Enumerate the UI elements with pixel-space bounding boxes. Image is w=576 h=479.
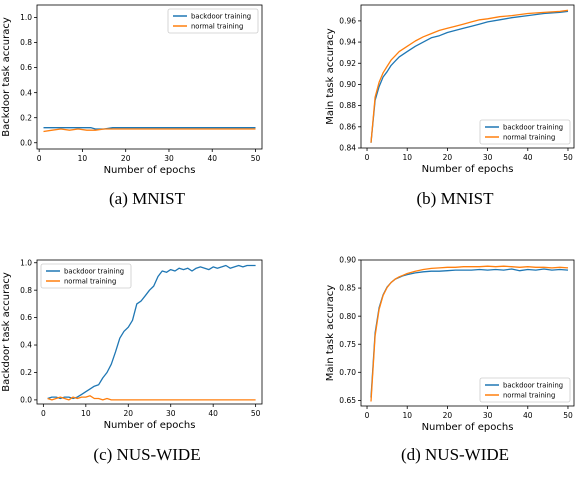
x-axis-label: Number of epochs <box>104 165 196 176</box>
legend-label: normal training <box>64 277 116 285</box>
y-tick-label: 0.4 <box>20 88 32 97</box>
x-tick-label: 20 <box>121 154 131 163</box>
legend-label: backdoor training <box>191 12 251 20</box>
x-tick-label: 10 <box>81 409 91 418</box>
y-axis-label: Backdoor task accuracy <box>1 17 12 137</box>
y-tick-label: 0.0 <box>20 138 32 147</box>
y-tick-label: 0.75 <box>339 340 356 349</box>
y-tick-label: 0.88 <box>339 101 356 110</box>
y-tick-label: 0.90 <box>339 80 356 89</box>
legend-box <box>479 119 571 145</box>
x-axis-label: Number of epochs <box>104 420 196 431</box>
legend-label: backdoor training <box>503 123 563 131</box>
x-tick-label: 10 <box>402 153 412 162</box>
x-axis-label: Number of epochs <box>422 164 514 175</box>
y-tick-label: 0.8 <box>20 286 32 295</box>
series-line-normal <box>47 395 256 401</box>
x-tick-label: 30 <box>164 154 174 163</box>
x-tick-label: 0 <box>37 154 42 163</box>
x-tick-label: 50 <box>563 411 573 420</box>
legend-label: normal training <box>503 133 555 141</box>
plot-frame <box>360 259 575 407</box>
legend: backdoor training normal training <box>479 377 571 403</box>
legend-label: normal training <box>503 391 555 399</box>
x-tick-label: 50 <box>563 153 573 162</box>
chart-panel-3: 0 10 20 30 40 50 0.0 0.2 0.4 0.6 0.8 1.0 Number of e… <box>1 258 263 431</box>
x-axis-label: Number of epochs <box>422 422 514 433</box>
subfigure-caption: (b) MNIST <box>417 189 495 208</box>
x-tick-label: 40 <box>523 411 533 420</box>
chart-panel-4: 0 10 20 30 40 50 0.65 0.70 0.75 0.80 0.85 0.90 Numbe… <box>325 256 575 433</box>
series-line-normal <box>370 265 569 402</box>
subfigure-caption: (a) MNIST <box>109 189 186 208</box>
subfigure-caption: (c) NUS-WIDE <box>93 445 200 464</box>
x-tick-label: 0 <box>365 411 370 420</box>
x-tick-label: 30 <box>483 153 493 162</box>
legend-box <box>479 377 571 403</box>
y-tick-label: 0.6 <box>20 313 32 322</box>
series-line-backdoor <box>370 10 569 143</box>
x-tick-label: 50 <box>251 409 261 418</box>
y-tick-label: 0.8 <box>20 38 32 47</box>
y-tick-label: 1.0 <box>20 258 32 267</box>
y-tick-label: 0.2 <box>20 113 32 122</box>
y-axis-label: Main task accuracy <box>325 28 336 124</box>
x-tick-label: 20 <box>443 153 453 162</box>
plot-frame <box>36 259 263 405</box>
x-tick-label: 40 <box>208 409 218 418</box>
x-tick-label: 20 <box>124 409 134 418</box>
x-tick-label: 20 <box>443 411 453 420</box>
x-tick-label: 30 <box>166 409 176 418</box>
y-tick-label: 0.70 <box>339 368 356 377</box>
y-tick-label: 0.90 <box>339 256 356 265</box>
y-tick-label: 0.85 <box>339 284 356 293</box>
y-axis-label: Main task accuracy <box>325 285 336 381</box>
x-tick-label: 10 <box>402 411 412 420</box>
chart-panel-1: 0 10 20 30 40 50 0.0 0.2 0.4 0.6 0.8 1.0 Number of e… <box>1 4 263 176</box>
x-tick-label: 0 <box>41 409 46 418</box>
legend-label: backdoor training <box>64 267 124 275</box>
legend: backdoor training normal training <box>167 8 259 34</box>
y-tick-label: 1.0 <box>20 13 32 22</box>
y-tick-label: 0.92 <box>339 59 356 68</box>
legend-label: backdoor training <box>503 381 563 389</box>
y-tick-label: 0.4 <box>20 341 32 350</box>
series-line-normal <box>370 9 569 143</box>
legend-box <box>167 8 259 34</box>
y-tick-label: 0.80 <box>339 312 356 321</box>
y-tick-label: 0.6 <box>20 63 32 72</box>
legend: backdoor training normal training <box>40 263 132 289</box>
x-tick-label: 0 <box>365 153 370 162</box>
plot-frame <box>36 4 263 150</box>
legend-label: normal training <box>191 22 243 30</box>
y-tick-label: 0.96 <box>339 16 356 25</box>
y-tick-label: 0.0 <box>20 395 32 404</box>
subfigure-caption: (d) NUS-WIDE <box>401 445 509 464</box>
plot-frame <box>360 4 575 149</box>
legend-box <box>40 263 132 289</box>
y-axis-label: Backdoor task accuracy <box>1 272 12 392</box>
legend: backdoor training normal training <box>479 119 571 145</box>
series-line-backdoor <box>47 264 256 400</box>
x-tick-label: 30 <box>483 411 493 420</box>
y-tick-label: 0.65 <box>339 396 356 405</box>
x-tick-label: 40 <box>207 154 217 163</box>
y-tick-label: 0.2 <box>20 368 32 377</box>
series-line-normal <box>43 128 256 133</box>
x-tick-label: 10 <box>78 154 88 163</box>
x-tick-label: 40 <box>523 153 533 162</box>
y-tick-label: 0.86 <box>339 122 356 131</box>
x-tick-label: 50 <box>251 154 261 163</box>
chart-panel-2: 0 10 20 30 40 50 0.84 0.86 0.88 0.90 0.92 0.94 0.96 N… <box>325 4 575 175</box>
y-tick-label: 0.84 <box>339 144 356 153</box>
y-tick-label: 0.94 <box>339 38 356 47</box>
